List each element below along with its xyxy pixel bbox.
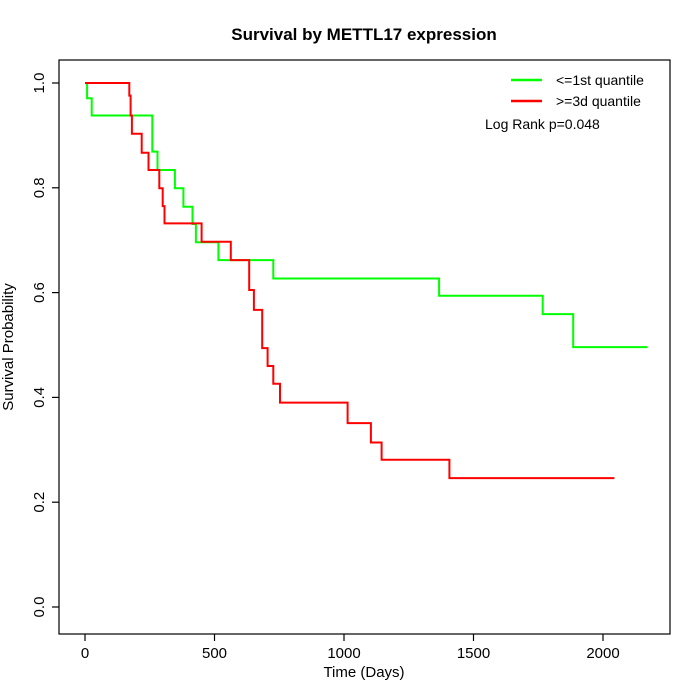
x-axis-ticks: 0 500 1000 1500 2000: [81, 634, 620, 662]
y-axis-ticks: 0.0 0.2 0.4 0.6 0.8 1.0: [31, 73, 59, 618]
x-tick-label: 2000: [586, 645, 619, 662]
x-axis-title: Time (Days): [323, 664, 404, 681]
x-tick-label: 500: [202, 645, 227, 662]
legend: <=1st quantile >=3d quantile Log Rank p=…: [485, 72, 644, 132]
log-rank-annotation: Log Rank p=0.048: [485, 116, 600, 132]
y-tick-label: 0.8: [31, 177, 48, 198]
km-curve-1st-quantile: [85, 82, 648, 349]
y-tick-label: 0.4: [31, 387, 48, 408]
x-tick-label: 0: [81, 645, 89, 662]
chart-title: Survival by METTL17 expression: [231, 25, 496, 44]
plot-box: [58, 59, 671, 635]
x-tick-label: 1000: [327, 645, 360, 662]
km-curve-3d-quantile: [85, 82, 615, 480]
legend-label-3d-quantile: >=3d quantile: [556, 93, 641, 109]
y-tick-label: 0.2: [31, 492, 48, 513]
legend-label-1st-quantile: <=1st quantile: [556, 72, 644, 88]
x-tick-label: 1500: [457, 645, 490, 662]
survival-curves: [85, 82, 648, 480]
y-tick-label: 0.0: [31, 597, 48, 618]
y-tick-label: 0.6: [31, 282, 48, 303]
y-axis-title: Survival Probability: [0, 283, 17, 411]
y-tick-label: 1.0: [31, 73, 48, 94]
